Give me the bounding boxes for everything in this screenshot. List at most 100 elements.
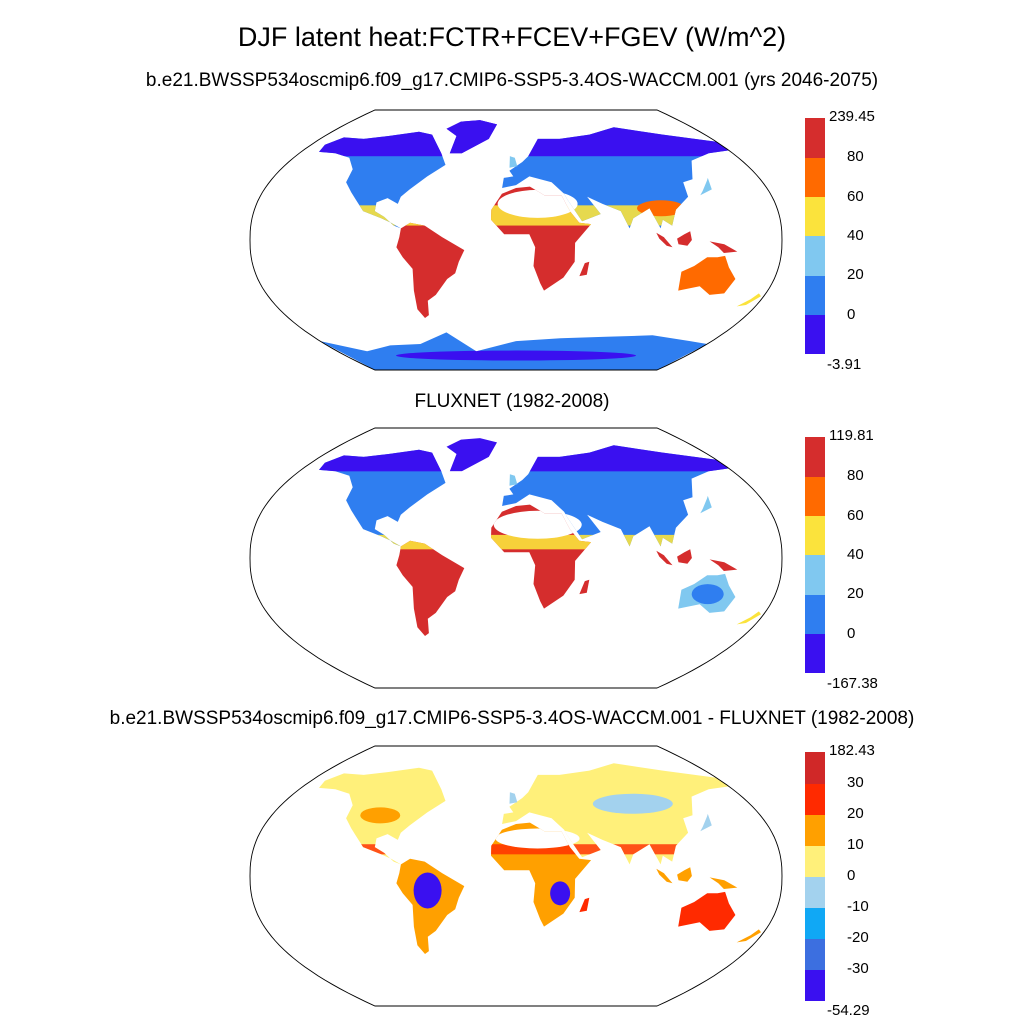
colorbar-label: 60 xyxy=(847,506,864,524)
land-japan xyxy=(700,177,712,196)
land-new-zealand xyxy=(736,293,761,307)
colorbar-swatch xyxy=(805,555,825,595)
land-uk xyxy=(509,156,518,168)
land-antarctica xyxy=(320,650,708,688)
land-south-america xyxy=(396,222,465,318)
colorbar-swatch xyxy=(805,876,825,908)
colorbar-panel-1: -3.91 0 20 40 60 80 239.45 xyxy=(805,108,895,373)
map-boundary xyxy=(249,427,783,689)
land-borneo xyxy=(677,549,692,564)
land-uk xyxy=(509,792,518,804)
colorbar-swatch xyxy=(805,476,825,517)
land-eurasia xyxy=(502,763,729,865)
figure-title: DJF latent heat:FCTR+FCEV+FGEV (W/m^2) xyxy=(237,22,787,52)
colorbar-swatch xyxy=(805,196,825,237)
colorbar-label: 60 xyxy=(847,187,864,205)
colorbar-label: -3.91 xyxy=(827,356,862,373)
panel-1-subtitle: b.e21.BWSSP534oscmip6.f09_g17.CMIP6-SSP5… xyxy=(145,70,879,91)
colorbar-label: 0 xyxy=(847,305,856,323)
colorbar-label: -20 xyxy=(847,929,869,946)
colorbar-label: 40 xyxy=(847,227,864,244)
land-japan xyxy=(700,495,712,514)
land-north-america xyxy=(319,449,446,547)
land-antarctica xyxy=(320,968,708,1006)
colorbar-label: -54.29 xyxy=(827,1002,870,1019)
colorbar-label: 30 xyxy=(847,774,864,791)
central-asia-region xyxy=(592,793,673,814)
land-australia xyxy=(678,891,736,931)
colorbar-swatch xyxy=(805,814,825,846)
sahel-band xyxy=(319,534,761,550)
land-japan xyxy=(700,813,712,832)
panel-3-subtitle: b.e21.BWSSP534oscmip6.f09_g17.CMIP6-SSP5… xyxy=(109,708,915,729)
sahel-band xyxy=(319,844,761,855)
high-latitude-band xyxy=(319,438,761,472)
sahara-region xyxy=(497,189,578,218)
land-greenland xyxy=(446,756,497,790)
colorbar-label: 20 xyxy=(847,266,864,284)
colorbar-label: 239.45 xyxy=(829,108,875,125)
colorbar-swatch xyxy=(805,783,825,815)
south-asia-region xyxy=(637,200,686,217)
land-sumatra xyxy=(656,232,673,248)
colorbar-label: -30 xyxy=(847,960,869,977)
central-australia-region xyxy=(691,584,724,605)
colorbar-swatch xyxy=(805,118,825,158)
land-south-america xyxy=(396,540,465,636)
colorbar-panel-3: -54.29 -30 -20 -10 0 10 20 30 182.43 xyxy=(805,742,895,1019)
land-madagascar xyxy=(579,897,590,913)
amazon-region xyxy=(413,872,442,909)
colorbar-swatch xyxy=(805,752,825,784)
north-america-region xyxy=(360,807,401,824)
colorbar-swatch xyxy=(805,594,825,635)
colorbar-swatch xyxy=(805,157,825,198)
map-panel-3 xyxy=(249,745,783,1007)
land-australia xyxy=(678,255,736,295)
colorbar-label: 40 xyxy=(847,546,864,563)
colorbar-swatch xyxy=(805,969,825,1001)
colorbar-label: 80 xyxy=(847,467,864,485)
colorbar-label: 119.81 xyxy=(829,427,874,444)
colorbar-swatch xyxy=(805,437,825,477)
land-sumatra xyxy=(656,550,673,566)
colorbar-panel-2: -167.38 0 20 40 60 80 119.81 xyxy=(805,427,895,692)
colorbar-swatch xyxy=(805,275,825,316)
map-boundary xyxy=(249,745,783,1007)
land-new-guinea xyxy=(709,241,738,253)
colorbar-swatch xyxy=(805,236,825,276)
colorbar-swatch xyxy=(805,515,825,556)
land-new-guinea xyxy=(709,877,738,889)
colorbar-swatch xyxy=(805,845,825,877)
land-sumatra xyxy=(656,868,673,884)
land-new-guinea xyxy=(709,559,738,571)
colorbar-label: -167.38 xyxy=(827,675,878,692)
panel-2-subtitle: FLUXNET (1982-2008) xyxy=(414,391,610,412)
land-borneo xyxy=(677,231,692,246)
colorbar-label: 10 xyxy=(847,836,864,853)
map-boundary xyxy=(249,109,783,371)
sahara-region xyxy=(495,828,580,849)
colorbar-label: -10 xyxy=(847,898,869,915)
colorbar-swatch xyxy=(805,314,825,355)
colorbar-label: 80 xyxy=(847,148,864,166)
map-panel-2 xyxy=(249,427,783,689)
sahara-region xyxy=(493,510,582,539)
land-new-zealand xyxy=(736,611,761,625)
high-latitude-band xyxy=(319,120,761,157)
colorbar-label: 0 xyxy=(847,624,856,642)
colorbar-label: 20 xyxy=(847,585,864,603)
colorbar-label: 20 xyxy=(847,805,864,822)
east-africa-region xyxy=(550,881,571,906)
colorbar-swatch xyxy=(805,938,825,970)
colorbar-swatch xyxy=(805,633,825,674)
land-madagascar xyxy=(579,261,590,277)
colorbar-label: 0 xyxy=(847,867,856,884)
land-new-zealand xyxy=(736,929,761,943)
land-madagascar xyxy=(579,579,590,595)
colorbar-swatch xyxy=(805,907,825,939)
land-borneo xyxy=(677,867,692,882)
land-uk xyxy=(509,474,518,486)
map-panel-1 xyxy=(249,109,783,371)
colorbar-label: 182.43 xyxy=(829,742,875,759)
antarctic-interior xyxy=(396,350,636,361)
